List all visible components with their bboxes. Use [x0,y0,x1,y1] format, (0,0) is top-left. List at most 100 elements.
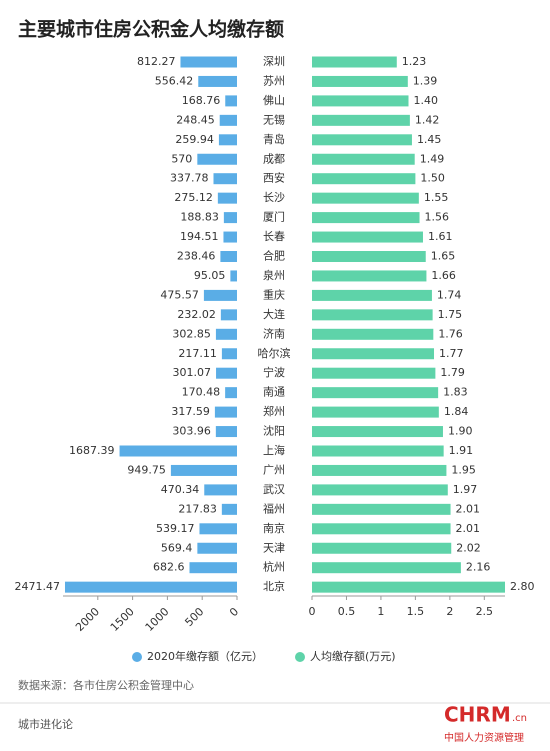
legend-label: 2020年缴存额（亿元） [147,649,263,663]
category-label: 哈尔滨 [258,346,291,360]
bar [312,542,452,554]
bar [312,173,416,185]
category-label: 福州 [263,501,285,515]
bar [199,523,237,535]
value-label: 682.6 [153,561,185,574]
x2-tick-label: 1.5 [407,605,425,618]
value-label: 1.23 [402,55,427,68]
category-label: 合肥 [263,249,285,263]
value-label: 1.66 [431,269,456,282]
value-label: 475.57 [160,288,199,301]
bar [312,464,447,476]
category-label: 北京 [263,579,285,593]
value-label: 1.84 [444,405,469,418]
bar [203,289,237,301]
bar [221,348,237,360]
value-label: 949.75 [127,463,166,476]
value-label: 1.61 [428,230,453,243]
category-label: 杭州 [263,560,285,574]
x-tick-label: 0 [227,605,241,619]
bar [312,56,397,68]
bar [312,562,461,574]
bar [312,406,439,418]
bar [312,328,434,340]
bar [217,192,237,204]
category-label: 苏州 [263,74,285,87]
bar [223,231,237,243]
value-label: 1.74 [437,288,462,301]
bar [225,387,237,399]
category-label: 无锡 [263,112,285,126]
x-tick-label: 500 [182,605,206,629]
value-label: 317.59 [171,405,210,418]
value-label: 1.56 [425,211,450,224]
bar [215,426,237,438]
value-label: 1.91 [449,444,474,457]
bar [312,503,451,515]
value-label: 1.90 [448,425,473,438]
bar [312,387,439,399]
x2-tick-label: 1 [377,605,384,618]
logo-text: CHRM [444,703,511,727]
value-label: 1.49 [420,152,445,165]
category-label: 郑州 [263,404,285,418]
value-label: 1.76 [438,327,463,340]
value-label: 217.11 [178,347,217,360]
category-label: 广州 [263,463,285,476]
chart-title: 主要城市住房公积金人均缴存额 [18,18,284,41]
value-label: 1.95 [451,463,476,476]
value-label: 302.85 [172,327,211,340]
bar [218,134,237,146]
value-label: 1.55 [424,191,449,204]
value-label: 2471.47 [14,580,60,593]
source: 数据来源：各市住房公积金管理中心 [18,678,194,692]
category-label: 南通 [263,386,285,399]
bar [312,114,410,126]
bar [215,328,237,340]
x2-tick-label: 0.5 [338,605,356,618]
value-label: 570 [171,152,192,165]
bar [312,231,423,243]
bar [198,75,237,87]
value-label: 248.45 [176,113,215,126]
bar [223,212,237,224]
bar [213,173,237,185]
value-label: 232.02 [177,308,216,321]
value-label: 1687.39 [69,444,115,457]
category-label: 宁波 [263,365,285,379]
value-label: 2.01 [456,502,481,515]
bar [221,503,237,515]
category-label: 佛山 [263,94,285,107]
category-label: 南京 [263,521,285,535]
category-label: 上海 [263,443,285,457]
bar [204,484,237,496]
x-tick-label: 1000 [143,605,172,634]
bar [312,523,451,535]
bar [312,251,426,262]
value-label: 2.02 [456,541,481,554]
value-label: 337.78 [170,172,209,185]
value-label: 303.96 [172,425,211,438]
value-label: 569.4 [161,541,193,554]
bar [312,581,505,593]
value-label: 238.46 [177,250,216,263]
category-label: 深圳 [263,55,285,68]
value-label: 194.51 [180,230,219,243]
logo-suffix: .cn [512,713,527,724]
value-label: 1.75 [438,308,463,321]
category-label: 西安 [263,171,285,185]
value-label: 1.39 [413,74,438,87]
value-label: 170.48 [182,386,221,399]
value-label: 168.76 [182,94,221,107]
value-label: 1.97 [453,483,478,496]
bar [312,348,435,360]
value-label: 539.17 [156,522,195,535]
bar [170,464,237,476]
value-label: 2.16 [466,561,491,574]
value-label: 556.42 [155,74,194,87]
value-label: 217.83 [178,502,217,515]
logo-tagline: 中国人力资源管理 [444,731,524,744]
legend-swatch [132,652,142,662]
category-label: 济南 [263,326,285,340]
legend-swatch [295,652,305,662]
